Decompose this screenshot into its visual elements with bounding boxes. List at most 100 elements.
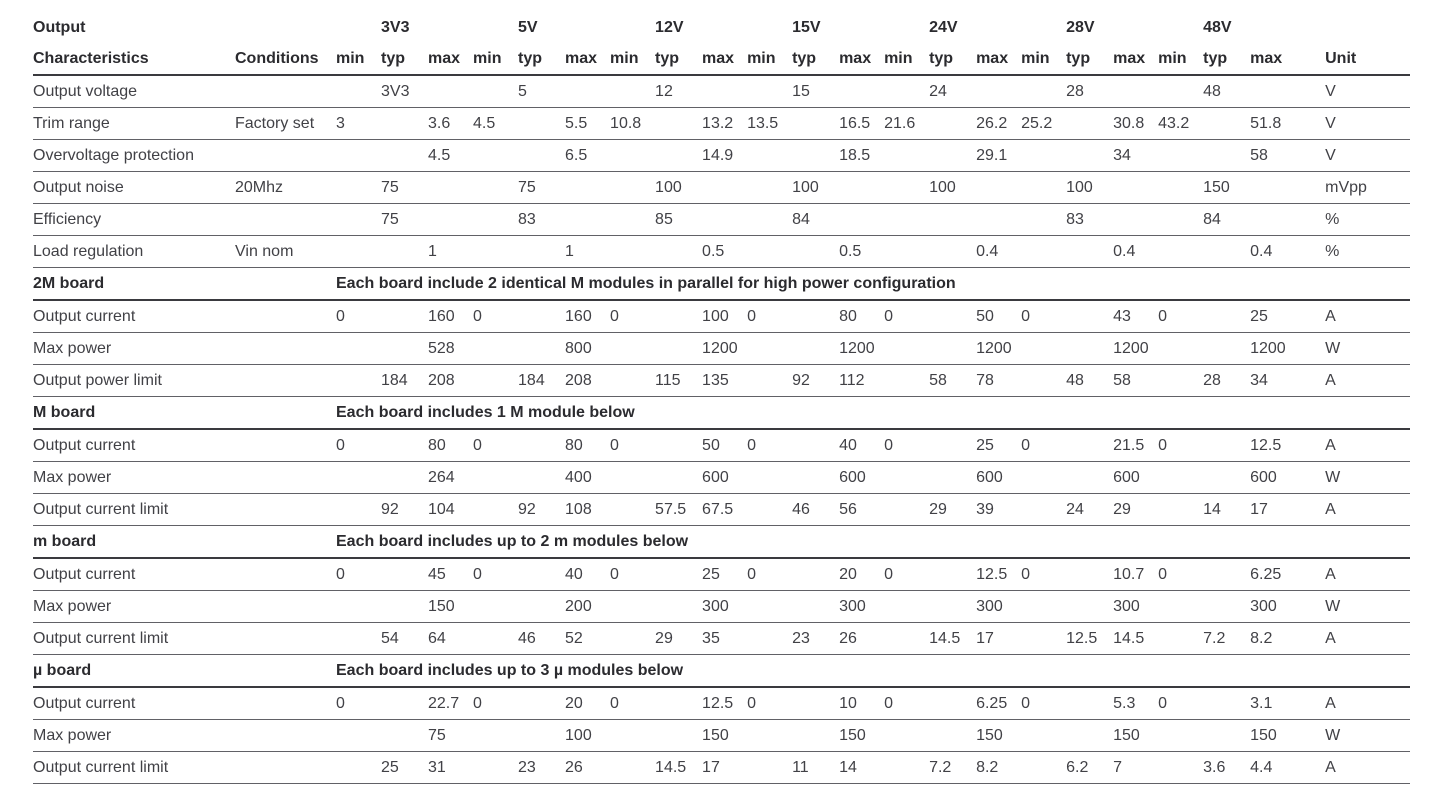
value-cell [473, 751, 519, 784]
value-cell [929, 687, 977, 720]
value-cell [884, 493, 930, 526]
value-cell [610, 493, 656, 526]
value-cell: 21.6 [884, 107, 930, 140]
condition-cell [235, 558, 336, 591]
value-cell: 0.4 [1113, 235, 1159, 268]
value-cell [929, 203, 977, 236]
characteristic-cell: Max power [33, 590, 235, 623]
table-row: Output noise 20Mhz 75 75 100 100 100 100 150 mVpp [33, 171, 1411, 204]
value-cell: 0 [747, 558, 793, 591]
characteristic-cell: Output power limit [33, 364, 235, 397]
value-cell [1066, 590, 1114, 623]
value-cell [702, 203, 748, 236]
value-cell: 184 [518, 364, 566, 397]
value-cell: 58 [1113, 364, 1159, 397]
value-cell [336, 139, 381, 172]
value-cell [884, 622, 930, 655]
value-cell [1113, 171, 1159, 204]
value-cell [381, 107, 428, 140]
value-cell: 5.3 [1113, 687, 1159, 720]
value-cell [565, 171, 611, 204]
value-cell: 100 [655, 171, 703, 204]
table-row: Max power 528 800 1200 1200 1200 1200 1200 W [33, 332, 1411, 365]
value-cell: 0 [1158, 687, 1204, 720]
value-cell: 160 [565, 300, 611, 333]
value-cell [518, 235, 566, 268]
subcolumn-header-max: max [1113, 43, 1159, 76]
value-cell [1021, 235, 1067, 268]
value-cell: 67.5 [702, 493, 748, 526]
value-cell [655, 461, 703, 494]
value-cell: 12.5 [1066, 622, 1114, 655]
value-cell: 80 [839, 300, 885, 333]
value-cell [518, 300, 566, 333]
value-cell [518, 461, 566, 494]
value-cell: 0 [884, 300, 930, 333]
value-cell: 10.7 [1113, 558, 1159, 591]
value-cell: 0.5 [839, 235, 885, 268]
value-cell [1066, 107, 1114, 140]
unit-cell: A [1295, 493, 1411, 526]
value-cell [473, 590, 519, 623]
value-cell [610, 203, 656, 236]
value-cell: 0 [610, 558, 656, 591]
value-cell: 0 [747, 687, 793, 720]
unit-cell: W [1295, 719, 1411, 752]
value-cell: 75 [518, 171, 566, 204]
value-cell [610, 751, 656, 784]
value-cell: 11 [792, 751, 840, 784]
value-cell [655, 719, 703, 752]
unit-cell: A [1295, 429, 1411, 462]
header-spacer [1295, 13, 1410, 43]
value-cell [381, 429, 428, 462]
condition-cell: 20Mhz [235, 171, 336, 204]
value-cell [381, 558, 428, 591]
value-cell [655, 429, 703, 462]
subcolumn-header-max: max [428, 43, 474, 76]
value-cell: 24 [1066, 493, 1114, 526]
condition-cell [235, 751, 336, 784]
value-cell: 84 [792, 203, 840, 236]
value-cell [1066, 332, 1114, 365]
condition-cell: Factory set [235, 107, 336, 140]
value-cell: 600 [976, 461, 1022, 494]
value-cell [655, 139, 703, 172]
value-cell [473, 493, 519, 526]
value-cell [747, 235, 793, 268]
section-row: M board Each board includes 1 M module be… [33, 396, 1411, 430]
characteristic-cell: Output current limit [33, 751, 235, 784]
value-cell [929, 235, 977, 268]
value-cell: 25 [976, 429, 1022, 462]
value-cell: 0 [1021, 300, 1067, 333]
subcolumn-header-typ: typ [655, 43, 703, 76]
value-cell [1066, 461, 1114, 494]
value-cell: 0 [1158, 429, 1204, 462]
value-cell: 64 [428, 622, 474, 655]
value-cell: 150 [976, 719, 1022, 752]
value-cell [792, 139, 840, 172]
condition-cell [235, 590, 336, 623]
characteristics-header: Characteristics [33, 43, 235, 76]
value-cell [610, 622, 656, 655]
value-cell [929, 300, 977, 333]
value-cell: 0 [1021, 429, 1067, 462]
value-cell [518, 429, 566, 462]
value-cell: 108 [565, 493, 611, 526]
value-cell [929, 558, 977, 591]
value-cell: 0 [1021, 687, 1067, 720]
value-cell: 52 [565, 622, 611, 655]
value-cell [336, 203, 381, 236]
value-cell [518, 719, 566, 752]
value-cell: 12.5 [1250, 429, 1296, 462]
value-cell [381, 300, 428, 333]
section-description: Each board include 2 identical M modules… [336, 267, 1411, 301]
value-cell [884, 139, 930, 172]
value-cell [610, 332, 656, 365]
value-cell: 0 [1158, 558, 1204, 591]
value-cell [792, 107, 840, 140]
value-cell: 17 [702, 751, 748, 784]
table-body: Output voltage 3V3 5 12 15 24 28 48 V Trim range F… [33, 75, 1411, 784]
section-title: 2M board [33, 267, 336, 301]
subcolumn-header-typ: typ [518, 43, 566, 76]
value-cell [473, 139, 519, 172]
